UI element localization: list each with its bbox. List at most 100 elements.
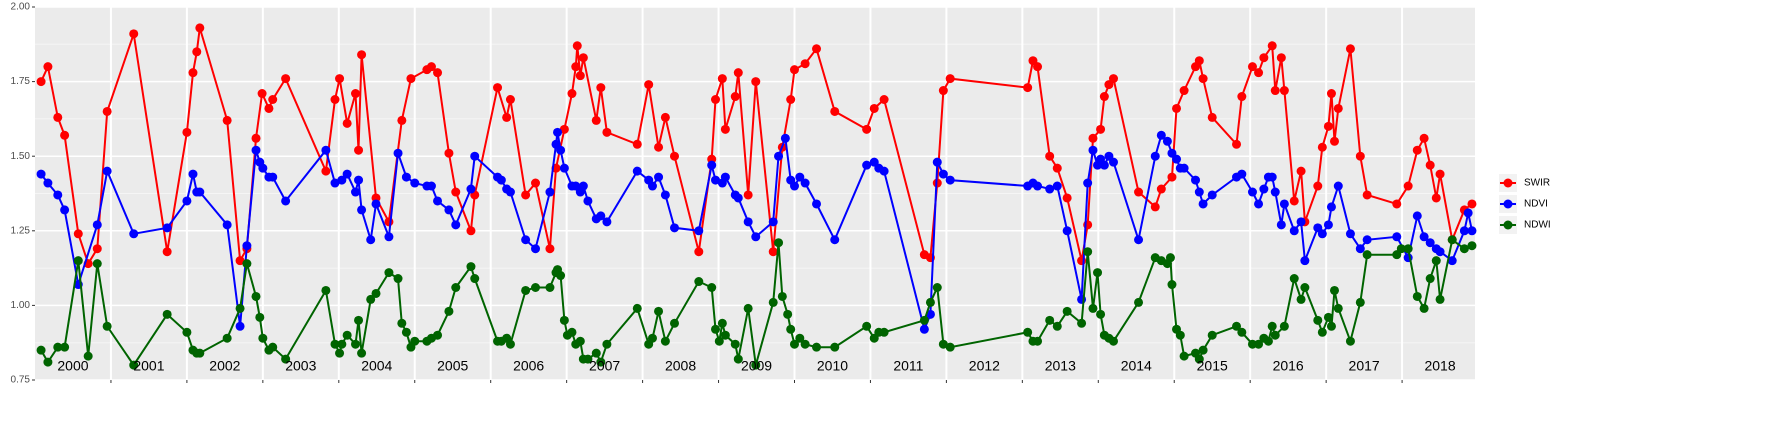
data-point bbox=[647, 333, 657, 343]
data-point bbox=[466, 262, 476, 272]
data-point bbox=[1207, 190, 1217, 200]
data-point bbox=[433, 196, 443, 206]
data-point bbox=[83, 351, 93, 361]
y-tick-label: 1.25 bbox=[11, 225, 31, 236]
data-point bbox=[1088, 145, 1098, 155]
data-point bbox=[1447, 235, 1457, 245]
data-point bbox=[330, 339, 340, 349]
data-point bbox=[751, 360, 761, 370]
data-point bbox=[410, 178, 420, 188]
data-point bbox=[268, 95, 278, 105]
data-point bbox=[92, 259, 102, 269]
data-point bbox=[1267, 172, 1277, 182]
year-label: 2015 bbox=[1197, 358, 1228, 374]
data-point bbox=[330, 95, 340, 105]
data-point bbox=[1333, 181, 1343, 191]
data-point bbox=[862, 160, 872, 170]
data-point bbox=[654, 306, 664, 316]
y-tick-label: 1.50 bbox=[11, 151, 31, 162]
data-point bbox=[1431, 256, 1441, 266]
data-point bbox=[730, 92, 740, 102]
data-point bbox=[1362, 250, 1372, 260]
data-point bbox=[1323, 312, 1333, 322]
data-point bbox=[371, 199, 381, 209]
data-point bbox=[575, 336, 585, 346]
data-point bbox=[751, 77, 761, 87]
data-point bbox=[182, 127, 192, 137]
data-point bbox=[188, 68, 198, 78]
legend-label: NDWI bbox=[1524, 220, 1551, 231]
data-point bbox=[354, 145, 364, 155]
data-point bbox=[357, 50, 367, 60]
data-point bbox=[768, 297, 778, 307]
data-point bbox=[596, 211, 606, 221]
year-label: 2000 bbox=[57, 358, 88, 374]
data-point bbox=[222, 115, 232, 125]
data-point bbox=[1317, 229, 1327, 239]
year-label: 2003 bbox=[285, 358, 316, 374]
data-point bbox=[591, 115, 601, 125]
data-point bbox=[531, 178, 541, 188]
data-point bbox=[426, 181, 436, 191]
year-label: 2018 bbox=[1424, 358, 1455, 374]
data-point bbox=[444, 306, 454, 316]
data-point bbox=[1179, 351, 1189, 361]
data-point bbox=[1289, 274, 1299, 284]
data-point bbox=[1083, 178, 1093, 188]
data-point bbox=[335, 348, 345, 358]
data-point bbox=[602, 127, 612, 137]
data-point bbox=[357, 205, 367, 215]
data-point bbox=[591, 348, 601, 358]
data-point bbox=[575, 71, 585, 81]
data-point bbox=[1062, 306, 1072, 316]
year-label: 2007 bbox=[589, 358, 620, 374]
data-point bbox=[1167, 172, 1177, 182]
data-point bbox=[195, 23, 205, 33]
data-point bbox=[257, 89, 267, 99]
data-point bbox=[281, 196, 291, 206]
year-label: 2006 bbox=[513, 358, 544, 374]
data-point bbox=[354, 175, 364, 185]
data-point bbox=[1150, 151, 1160, 161]
data-point bbox=[357, 348, 367, 358]
data-point bbox=[129, 29, 139, 39]
data-point bbox=[195, 348, 205, 358]
data-point bbox=[862, 124, 872, 134]
data-point bbox=[92, 220, 102, 230]
data-point bbox=[1467, 241, 1477, 251]
data-point bbox=[720, 124, 730, 134]
data-point bbox=[1198, 345, 1208, 355]
data-point bbox=[733, 68, 743, 78]
data-point bbox=[1062, 226, 1072, 236]
data-point bbox=[1333, 303, 1343, 313]
data-point bbox=[502, 112, 512, 122]
data-point bbox=[188, 169, 198, 179]
data-point bbox=[720, 330, 730, 340]
data-point bbox=[1108, 336, 1118, 346]
data-point bbox=[1300, 282, 1310, 292]
data-point bbox=[1232, 321, 1242, 331]
data-point bbox=[1279, 86, 1289, 96]
data-point bbox=[553, 127, 563, 137]
data-point bbox=[777, 291, 787, 301]
data-point bbox=[632, 166, 642, 176]
data-point bbox=[556, 145, 566, 155]
data-point bbox=[1254, 199, 1264, 209]
data-point bbox=[182, 327, 192, 337]
legend-label: SWIR bbox=[1524, 178, 1550, 189]
data-point bbox=[401, 327, 411, 337]
data-point bbox=[444, 148, 454, 158]
data-point bbox=[493, 83, 503, 93]
data-point bbox=[60, 130, 70, 140]
data-point bbox=[830, 106, 840, 116]
data-point bbox=[730, 339, 740, 349]
data-point bbox=[1096, 309, 1106, 319]
data-point bbox=[1403, 181, 1413, 191]
data-point bbox=[1313, 315, 1323, 325]
data-point bbox=[660, 112, 670, 122]
data-point bbox=[195, 187, 205, 197]
data-point bbox=[1194, 56, 1204, 66]
data-point bbox=[1259, 53, 1269, 63]
data-point bbox=[925, 297, 935, 307]
